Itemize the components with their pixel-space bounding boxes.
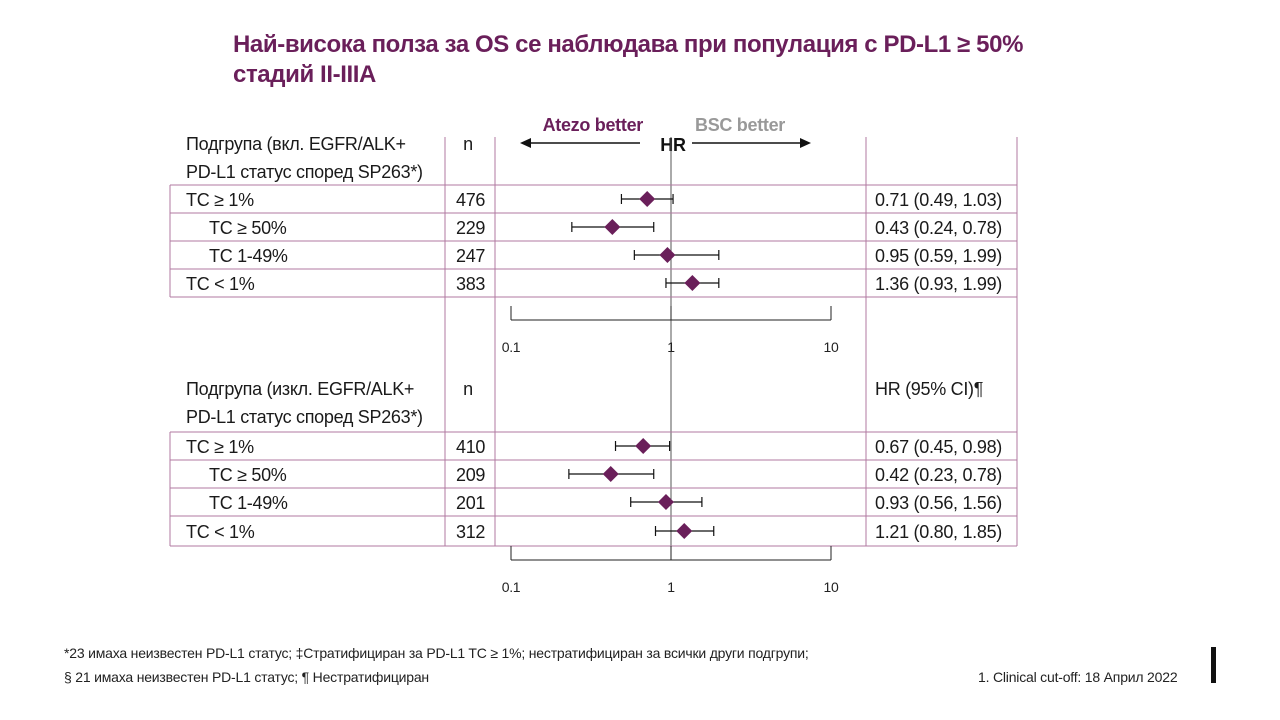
panel-2-x-tick-label-3: 10 bbox=[824, 579, 839, 595]
panel-2-header-line1: Подгрупа (изкл. EGFR/ALK+ bbox=[186, 379, 414, 399]
panel-2-row-2-n: 209 bbox=[456, 465, 485, 485]
forest-plot: Atezo better BSC better HR Подгрупа (вкл. E… bbox=[169, 115, 1018, 595]
panel-1-row-4-hr-text: 1.36 (0.93, 1.99) bbox=[875, 274, 1002, 294]
panel-2-row-1-point-estimate bbox=[635, 438, 652, 454]
panel-2-row-2-point-estimate bbox=[602, 466, 619, 482]
direction-label-center: HR bbox=[660, 135, 686, 155]
panel-1-row-1-n: 476 bbox=[456, 190, 485, 210]
panel-1-row-1-label: TC ≥ 1% bbox=[186, 190, 254, 210]
panel-1-row-2-hr-text: 0.43 (0.24, 0.78) bbox=[875, 218, 1002, 238]
page-title-line2: стадий II-IIIA bbox=[233, 61, 376, 88]
panel-1-row-4-label: TC < 1% bbox=[186, 274, 255, 294]
panel-1-header-line1: Подгрупа (вкл. EGFR/ALK+ bbox=[186, 134, 406, 154]
panel-1-header-line2: PD-L1 статус според SP263*) bbox=[186, 162, 423, 182]
panel-2-row-4-label: TC < 1% bbox=[186, 522, 255, 542]
arrow-right-head bbox=[800, 138, 811, 148]
footnote-line-2: § 21 имаха неизвестен PD-L1 статус; ¶ Не… bbox=[64, 669, 429, 685]
panel-1-x-tick-label-2: 1 bbox=[667, 339, 675, 355]
arrow-left-head bbox=[520, 138, 531, 148]
panel-1-row-2-n: 229 bbox=[456, 218, 485, 238]
panel-2-row-3-hr-text: 0.93 (0.56, 1.56) bbox=[875, 493, 1002, 513]
page-title: Най-висока полза за OS се наблюдава при … bbox=[233, 30, 1133, 90]
panel-2-header-line2: PD-L1 статус според SP263*) bbox=[186, 407, 423, 427]
footnote-line-1: *23 имаха неизвестен PD-L1 статус; ‡Стра… bbox=[64, 645, 809, 661]
panel-2-row-2-label: TC ≥ 50% bbox=[209, 465, 287, 485]
panel-1-row-3-label: TC 1-49% bbox=[209, 246, 288, 266]
panel-2-x-tick-label-1: 0.1 bbox=[502, 579, 521, 595]
panel-2-row-3-point-estimate bbox=[657, 494, 674, 510]
panel-2-header-hr: HR (95% CI)¶ bbox=[875, 379, 983, 399]
reference-note: 1. Clinical cut-off: 18 Април 2022 bbox=[978, 669, 1178, 685]
panel-2-row-1-label: TC ≥ 1% bbox=[186, 437, 254, 457]
page-title-line1: Най-висока полза за OS се наблюдава при … bbox=[233, 31, 1024, 58]
panel-2-header-n: n bbox=[463, 379, 473, 399]
panel-2-row-1-n: 410 bbox=[456, 437, 485, 457]
direction-label-left: Atezo better bbox=[543, 115, 644, 135]
panel-2-row-1-hr-text: 0.67 (0.45, 0.98) bbox=[875, 437, 1002, 457]
panel-2-row-4-hr-text: 1.21 (0.80, 1.85) bbox=[875, 522, 1002, 542]
panel-1-row-2-label: TC ≥ 50% bbox=[209, 218, 287, 238]
panel-2-row-4-n: 312 bbox=[456, 522, 485, 542]
panel-2-row-4-point-estimate bbox=[676, 523, 693, 539]
panel-1-row-1-point-estimate bbox=[639, 191, 656, 207]
panel-1-row-3-n: 247 bbox=[456, 246, 485, 266]
panel-1-x-tick-label-3: 10 bbox=[824, 339, 839, 355]
panel-1-row-1-hr-text: 0.71 (0.49, 1.03) bbox=[875, 190, 1002, 210]
panel-1-row-4-point-estimate bbox=[684, 275, 701, 291]
panel-1-x-tick-label-1: 0.1 bbox=[502, 339, 521, 355]
panel-1-row-2-point-estimate bbox=[604, 219, 621, 235]
panel-1-row-4-n: 383 bbox=[456, 274, 485, 294]
direction-label-right: BSC better bbox=[695, 115, 785, 135]
panel-1-header-n: n bbox=[463, 134, 473, 154]
panel-2-row-3-label: TC 1-49% bbox=[209, 493, 288, 513]
panel-2-x-tick-label-2: 1 bbox=[667, 579, 675, 595]
panel-2-row-2-hr-text: 0.42 (0.23, 0.78) bbox=[875, 465, 1002, 485]
slide-corner-marker bbox=[1211, 647, 1216, 683]
panel-2-row-3-n: 201 bbox=[456, 493, 485, 513]
panel-1-row-3-point-estimate bbox=[659, 247, 676, 263]
panel-1-row-3-hr-text: 0.95 (0.59, 1.99) bbox=[875, 246, 1002, 266]
